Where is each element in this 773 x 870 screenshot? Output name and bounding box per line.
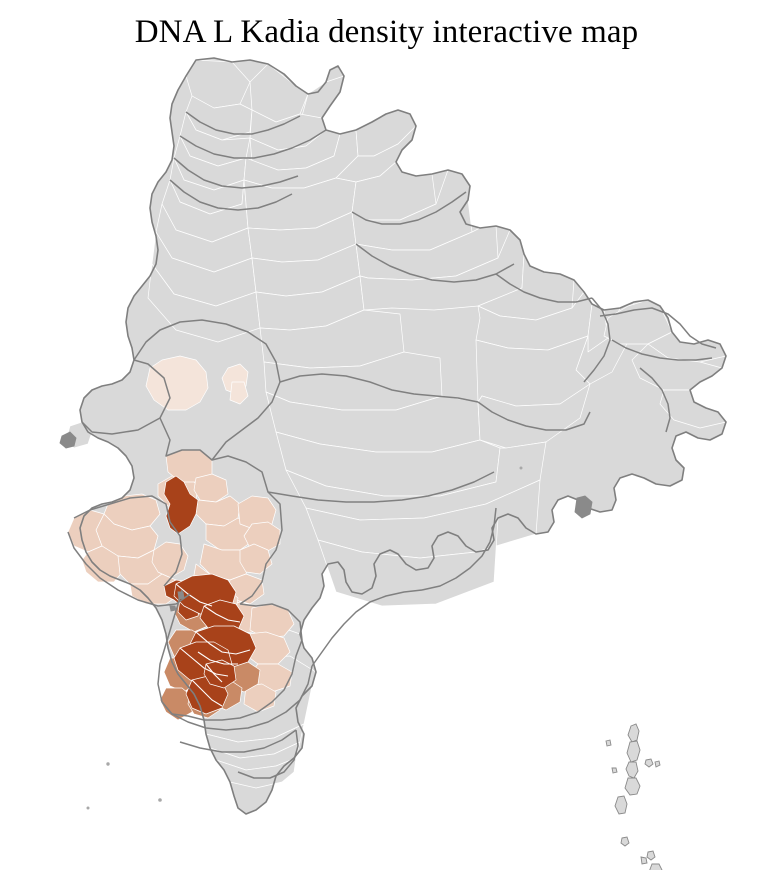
- island-dot-misc: [519, 466, 523, 470]
- island-middle-andaman: [626, 740, 641, 763]
- state-border-saurashtra: [73, 495, 183, 587]
- state-border-ne: [599, 307, 717, 349]
- page-title: DNA L Kadia density interactive map: [134, 14, 639, 50]
- state-border-haryana: [169, 179, 293, 211]
- state-border-karnataka-s: [179, 729, 297, 753]
- state-border-bihar: [495, 273, 593, 303]
- region-rajasthan-pali[interactable]: [145, 355, 209, 411]
- district-mesh-group: [65, 59, 727, 789]
- state-border-cg: [421, 507, 497, 591]
- india-country-outline: [79, 57, 727, 815]
- region-gujarat-narmada[interactable]: [239, 543, 273, 575]
- island-small-2: [605, 739, 612, 747]
- island-north-andaman: [627, 723, 640, 743]
- island-dot-lakshadweep-2: [86, 806, 90, 810]
- lakshadweep-islands: [86, 466, 523, 810]
- state-border-punjab: [173, 157, 299, 189]
- state-border-ne-3: [639, 367, 671, 433]
- island-nancowry: [646, 850, 656, 861]
- region-gujarat-panchmahal[interactable]: [237, 495, 277, 531]
- dark-cluster-district-borders: [175, 583, 251, 707]
- region-maharashtra-pune-s[interactable]: [203, 659, 237, 689]
- state-border-gujarat-main: [159, 417, 283, 605]
- island-ritchie: [644, 758, 654, 768]
- state-border-hp: [179, 129, 327, 159]
- region-gujarat-junagadh[interactable]: [81, 545, 125, 583]
- region-gujarat-bhavnagar[interactable]: [151, 541, 189, 579]
- state-border-saurashtra-s: [67, 531, 191, 607]
- island-katchall: [640, 856, 648, 865]
- state-border-tamilnadu: [237, 729, 299, 779]
- state-border-odisha: [477, 401, 591, 431]
- island-great-nicobar: [649, 863, 663, 870]
- island-small-1: [654, 760, 661, 768]
- island-south-andaman: [624, 777, 641, 796]
- island-little-andaman: [614, 795, 628, 815]
- india-choropleth-map[interactable]: [0, 52, 773, 870]
- enclaves-group: [59, 431, 593, 612]
- state-border-mp: [279, 373, 479, 403]
- island-dot-lakshadweep-3: [158, 798, 162, 802]
- island-small-3: [611, 767, 618, 774]
- enclave-sundarbans: [574, 495, 593, 519]
- state-border-wb: [583, 297, 611, 383]
- state-border-maharashtra-w: [157, 589, 183, 703]
- island-car-nicobar: [620, 836, 630, 847]
- state-boundaries-group: [67, 111, 717, 779]
- region-gujarat-gandhinagar[interactable]: [193, 473, 229, 503]
- district-or-2: [477, 383, 591, 449]
- enclave-west-kutch: [59, 431, 77, 449]
- state-border-ap: [311, 589, 423, 667]
- state-border-jk: [185, 111, 301, 135]
- state-border-up-s: [355, 243, 515, 283]
- choropleth-highlight-group[interactable]: [67, 355, 295, 721]
- map-svg[interactable]: [0, 52, 773, 870]
- region-gujarat-ahmedabad[interactable]: [163, 475, 199, 535]
- state-border-mp-s: [267, 471, 495, 503]
- island-dot-lakshadweep-1: [106, 762, 110, 766]
- region-rajasthan-east[interactable]: [229, 381, 249, 405]
- state-border-ne-2: [611, 339, 713, 361]
- enclave-diu: [169, 605, 177, 612]
- enclave-daman: [177, 591, 185, 600]
- state-border-up: [351, 191, 467, 225]
- state-border-rajasthan: [133, 319, 281, 461]
- andaman-nicobar-islands: [605, 723, 663, 870]
